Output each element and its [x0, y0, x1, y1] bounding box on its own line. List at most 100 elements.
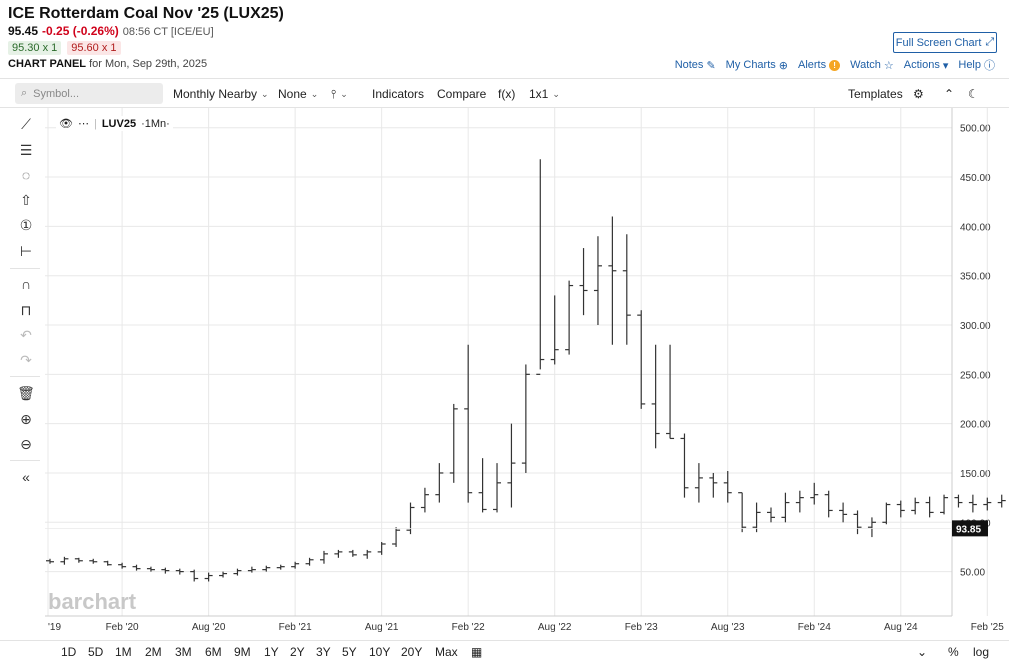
- calendar-icon[interactable]: ▦: [471, 645, 483, 659]
- ohlc-bar: [291, 561, 300, 569]
- dropdown-caret-icon[interactable]: ⌄: [917, 645, 928, 659]
- range-button-1d[interactable]: 1D: [61, 645, 77, 659]
- mycharts-label: My Charts: [725, 59, 776, 71]
- zoom-out-icon[interactable]: ⊖: [20, 435, 32, 452]
- ohlc-bar: [810, 482, 819, 505]
- ohlc-bar: [666, 344, 675, 440]
- undo-icon[interactable]: ↶: [20, 326, 32, 343]
- range-button-9m[interactable]: 9M: [234, 645, 251, 659]
- collapse-sidebar-icon[interactable]: «: [22, 469, 30, 485]
- x-tick-label: Feb '25: [971, 622, 1004, 633]
- period-label: Monthly Nearby: [173, 87, 258, 101]
- ohlc-bar: [911, 497, 920, 515]
- ohlc-bar: [767, 507, 775, 523]
- trash-icon[interactable]: 🗑: [17, 384, 35, 401]
- percent-toggle[interactable]: %: [948, 645, 959, 659]
- star-icon: ☆: [883, 59, 894, 72]
- compare-button[interactable]: Compare: [437, 87, 487, 101]
- trendline-icon[interactable]: ⟋: [21, 115, 31, 132]
- layout-dropdown[interactable]: 1x1 ⌄: [529, 87, 560, 101]
- annotation-icon[interactable]: ①: [19, 216, 33, 233]
- actions-menu[interactable]: Actions ▾: [904, 59, 949, 72]
- chevron-down-icon: ⌄: [261, 88, 269, 99]
- collapse-up-icon[interactable]: ⌃: [944, 87, 955, 101]
- eye-icon[interactable]: 👁: [59, 118, 73, 130]
- settings-icon[interactable]: ⚙: [913, 87, 924, 101]
- zoom-in-icon[interactable]: ⊕: [20, 410, 32, 427]
- x-tick-label: Feb '22: [452, 622, 485, 633]
- actions-label: Actions: [903, 59, 940, 71]
- ohlc-bar: [219, 571, 228, 578]
- fullscreen-label: Full Screen Chart: [895, 36, 982, 49]
- ohlc-bar: [276, 564, 285, 570]
- legend-interval: ·1Mn·: [141, 117, 170, 130]
- range-button-10y[interactable]: 10Y: [369, 645, 391, 659]
- ohlc-bar: [493, 463, 502, 513]
- indicators-button[interactable]: Indicators: [372, 87, 425, 101]
- ohlc-bar: [680, 433, 689, 498]
- edit-icon: ✎: [706, 59, 716, 72]
- ohlc-bar: [146, 566, 155, 572]
- function-button[interactable]: f(x): [498, 87, 516, 101]
- ohlc-bar: [997, 494, 1006, 508]
- overlay-dropdown[interactable]: None ⌄: [278, 87, 318, 101]
- ohlc-bar: [896, 500, 905, 518]
- templates-button[interactable]: Templates: [848, 87, 903, 101]
- shapes-icon[interactable]: ◌: [21, 167, 31, 183]
- price-chart[interactable]: 50.00100.00150.00200.00250.00300.00350.0…: [0, 108, 1009, 640]
- ohlc-bar: [132, 564, 141, 571]
- dark-mode-icon[interactable]: ☾: [968, 87, 979, 101]
- range-button-5y[interactable]: 5Y: [342, 645, 357, 659]
- notes-link[interactable]: Notes ✎: [675, 59, 716, 72]
- ohlc-bar: [46, 558, 54, 564]
- last-price-tag: [952, 520, 988, 537]
- magnet-icon[interactable]: ∩: [20, 276, 32, 292]
- caret-down-icon: ▾: [942, 59, 949, 72]
- ohlc-bar: [377, 542, 386, 555]
- range-button-3y[interactable]: 3Y: [316, 645, 331, 659]
- ohlc-bar: [867, 517, 876, 538]
- x-tick-label: Aug '20: [192, 622, 226, 633]
- watermark: barchart: [48, 589, 137, 614]
- ohlc-bar: [839, 502, 848, 523]
- legend-symbol: LUV25: [101, 117, 137, 130]
- symbol-search-input[interactable]: ⌕ Symbol...: [15, 83, 163, 104]
- x-tick-label: Feb '23: [625, 622, 658, 633]
- fibonacci-icon[interactable]: ☰: [19, 141, 33, 158]
- bar-type-dropdown[interactable]: ⫯ ⌄: [331, 87, 348, 102]
- help-link[interactable]: Help ⓘ: [958, 57, 995, 73]
- range-button-20y[interactable]: 20Y: [401, 645, 423, 659]
- range-button-6m[interactable]: 6M: [205, 645, 222, 659]
- range-button-2y[interactable]: 2Y: [290, 645, 305, 659]
- layout-label: 1x1: [529, 87, 549, 101]
- range-button-2m[interactable]: 2M: [145, 645, 162, 659]
- ohlc-bar: [348, 549, 357, 557]
- quote-line: 95.45 -0.25 (-0.26%) 08:56 CT [ICE/EU]: [8, 24, 214, 38]
- watch-link[interactable]: Watch ☆: [850, 59, 894, 72]
- y-tick-label: 450.00: [960, 173, 991, 184]
- range-button-1m[interactable]: 1M: [115, 645, 132, 659]
- fullscreen-button[interactable]: Full Screen Chart ⤢: [893, 32, 997, 53]
- period-dropdown[interactable]: Monthly Nearby ⌄: [173, 87, 269, 101]
- notes-label: Notes: [674, 59, 704, 71]
- ask-badge: 95.60 x 1: [67, 41, 121, 55]
- arrow-up-icon[interactable]: ⇧: [20, 191, 32, 208]
- more-icon[interactable]: ⋯: [77, 118, 89, 130]
- chevron-down-icon: ⌄: [552, 88, 560, 99]
- ohlc-bar: [247, 566, 256, 573]
- measure-icon[interactable]: ⊢: [19, 242, 33, 259]
- log-toggle[interactable]: log: [973, 645, 990, 659]
- alerts-link[interactable]: Alerts!: [798, 59, 841, 71]
- lock-icon[interactable]: ⊓: [20, 301, 32, 318]
- redo-icon[interactable]: ↷: [20, 351, 32, 368]
- mycharts-link[interactable]: My Charts ⊕: [726, 59, 788, 72]
- range-button-max[interactable]: Max: [435, 645, 458, 659]
- range-button-3m[interactable]: 3M: [175, 645, 192, 659]
- range-button-5d[interactable]: 5D: [88, 645, 104, 659]
- range-button-1y[interactable]: 1Y: [264, 645, 279, 659]
- ohlc-bar: [60, 556, 69, 565]
- y-tick-label: 350.00: [960, 272, 991, 283]
- ohlc-bar: [723, 470, 732, 503]
- search-icon: ⌕: [21, 87, 28, 99]
- ohlc-bar: [464, 344, 473, 503]
